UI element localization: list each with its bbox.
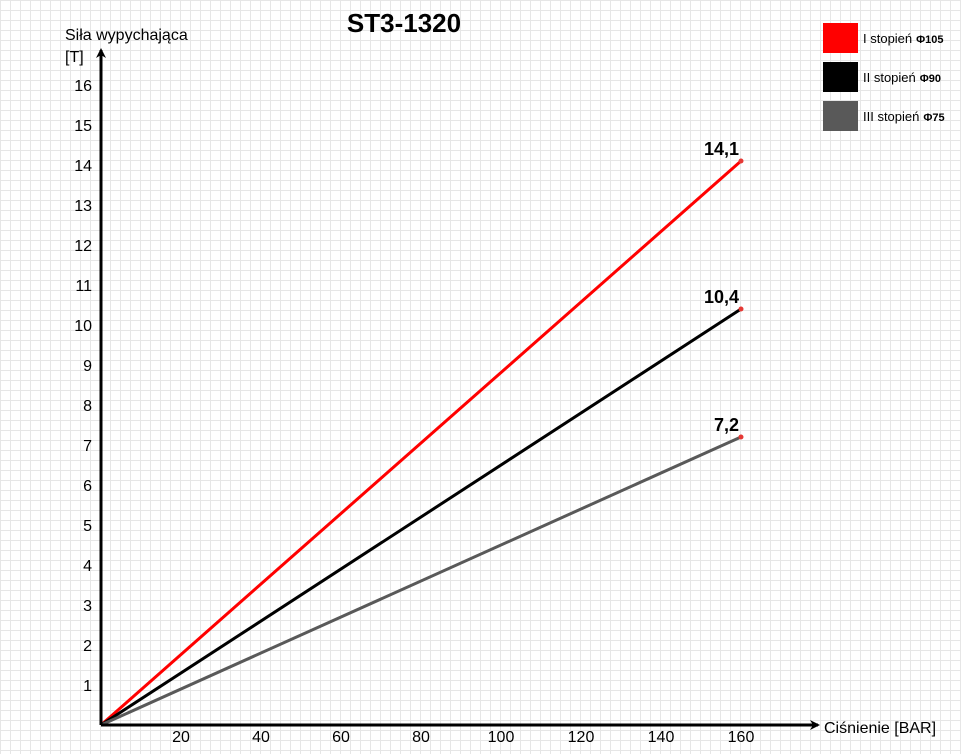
legend-series-diameter: Φ90 [920, 73, 941, 85]
y-tick-label: 16 [74, 78, 92, 95]
legend-series-diameter: Φ105 [916, 34, 943, 46]
x-tick-label: 60 [332, 729, 350, 746]
x-tick-label: 80 [412, 729, 430, 746]
x-tick-label: 20 [172, 729, 190, 746]
series-end-point [738, 158, 744, 164]
x-tick-label: 140 [648, 729, 675, 746]
series-line [100, 159, 742, 727]
y-tick-label: 11 [75, 278, 92, 295]
y-tick-label: 12 [74, 238, 92, 255]
y-tick-label: 15 [74, 118, 92, 135]
series-end-label: 14,1 [704, 139, 739, 159]
x-tick-label: 40 [252, 729, 270, 746]
x-tick-label: 160 [728, 729, 755, 746]
series-lines [100, 159, 742, 727]
legend-label: II stopień Φ90 [863, 70, 941, 85]
legend-series-name: II stopień [863, 70, 916, 85]
legend-swatch [823, 101, 858, 131]
y-tick-label: 2 [83, 638, 92, 655]
x-axis-title: Ciśnienie [BAR] [824, 720, 936, 737]
series-end-label: 7,2 [714, 415, 739, 435]
legend-series-name: I stopień [863, 31, 912, 46]
x-tick-label: 120 [568, 729, 595, 746]
legend-swatch [823, 23, 858, 53]
legend-label: III stopień Φ75 [863, 109, 945, 124]
legend-series-diameter: Φ75 [923, 112, 944, 124]
chart-title: ST3-1320 [347, 8, 461, 38]
y-tick-label: 3 [83, 598, 92, 615]
series-points [738, 158, 744, 440]
y-axis-title-line2: [T] [65, 49, 84, 66]
end-labels: 14,1 10,4 7,2 [704, 139, 739, 435]
y-tick-label: 13 [74, 198, 92, 215]
series-line [100, 435, 742, 727]
series-end-point [738, 434, 744, 440]
y-tick-label: 1 [83, 678, 92, 695]
x-axis-ticks: 20 40 60 80 100 120 140 160 [172, 729, 754, 746]
y-tick-label: 9 [83, 358, 92, 375]
y-tick-label: 4 [83, 558, 92, 575]
y-tick-label: 8 [83, 398, 92, 415]
y-tick-label: 10 [74, 318, 92, 335]
series-end-label: 10,4 [704, 287, 739, 307]
series-end-point [738, 306, 744, 312]
y-axis-title-line1: Siła wypychająca [65, 27, 188, 44]
y-tick-label: 5 [83, 518, 92, 535]
x-tick-label: 100 [488, 729, 515, 746]
y-tick-label: 14 [74, 158, 92, 175]
y-tick-label: 7 [83, 438, 92, 455]
legend: I stopień Φ105 II stopień Φ90 III stopień Φ75 [823, 23, 945, 131]
legend-series-name: III stopień [863, 109, 919, 124]
legend-label: I stopień Φ105 [863, 31, 944, 46]
y-tick-label: 6 [83, 478, 92, 495]
series-line [100, 307, 742, 727]
legend-swatch [823, 62, 858, 92]
